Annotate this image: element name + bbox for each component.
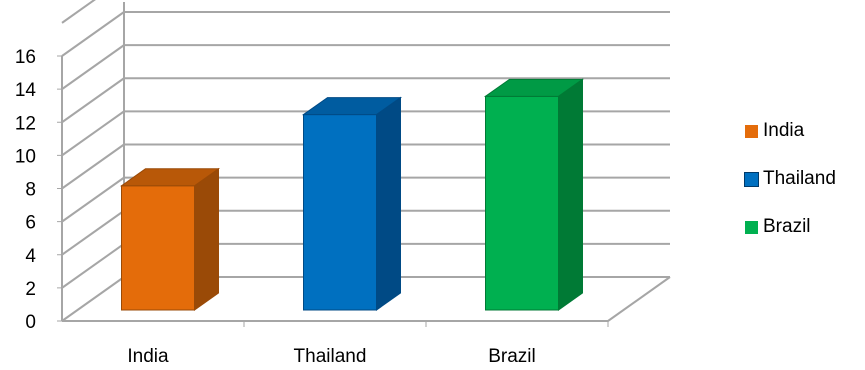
- gridline-diagonal: [61, 276, 125, 322]
- y-tick-label: 2: [25, 279, 36, 300]
- gridline-diagonal: [61, 110, 125, 157]
- y-tick-label: 4: [25, 246, 36, 267]
- gridline-diagonal: [61, 44, 125, 90]
- bar-front-face: [303, 114, 377, 311]
- y-tick-label: 0: [25, 312, 36, 333]
- y-axis-ticks: 0 2 4 6 8 10 12 14 16: [15, 47, 62, 333]
- x-axis-categories: India Thailand Brazil: [127, 321, 609, 367]
- bar-thailand: [301, 96, 403, 311]
- gridline-diagonal: [61, 77, 125, 124]
- floor-right-edge: [607, 276, 671, 322]
- legend-swatch: [745, 125, 758, 138]
- bar-side-face: [558, 78, 583, 311]
- bar-front-face: [485, 95, 559, 311]
- bar-top-face: [301, 97, 403, 116]
- legend-label: Thailand: [763, 168, 836, 189]
- bar-top-face: [483, 78, 585, 97]
- gridline-diagonal: [61, 209, 125, 256]
- gridline-diagonal: [61, 243, 125, 289]
- bar-side-face: [194, 167, 219, 311]
- legend-swatch: [745, 221, 758, 234]
- legend-label: India: [763, 120, 805, 141]
- bar-india: [119, 167, 221, 311]
- bar-brazil: [483, 78, 585, 311]
- y-tick-label: 16: [15, 47, 36, 68]
- gridline-diagonal: [61, 176, 125, 223]
- y-tick-label: 10: [15, 146, 36, 167]
- legend-label: Brazil: [763, 216, 811, 237]
- gridline-diagonal: [61, 11, 125, 57]
- bars: [119, 78, 585, 311]
- legend-swatch: [744, 172, 759, 187]
- x-category-label: India: [127, 346, 169, 367]
- x-category-label: Brazil: [488, 346, 536, 367]
- gridline-diagonal: [61, 0, 96, 24]
- bar-front-face: [121, 185, 195, 311]
- y-tick-label: 14: [15, 80, 37, 101]
- gridline-diagonal: [61, 143, 125, 190]
- x-category-label: Thailand: [294, 346, 367, 367]
- y-tick-label: 6: [25, 213, 36, 234]
- bar-side-face: [376, 96, 401, 311]
- y-tick-label: 8: [25, 180, 36, 201]
- y-tick-label: 12: [15, 113, 36, 134]
- bar-top-face: [119, 168, 221, 187]
